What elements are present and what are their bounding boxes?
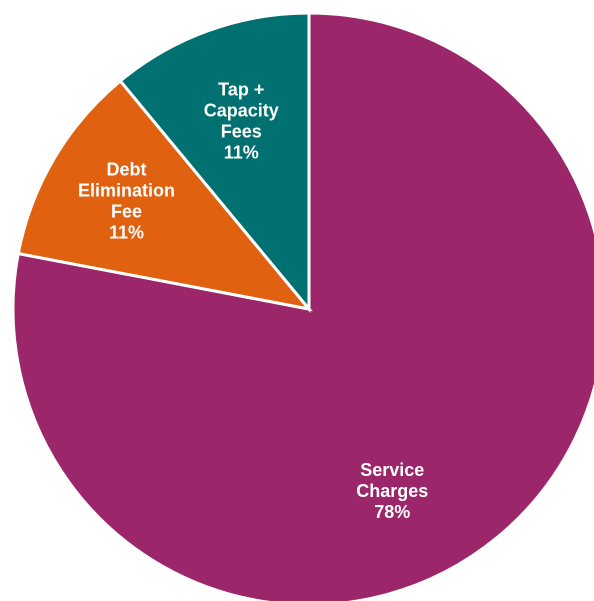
pie-label-value-tap: 11% xyxy=(224,142,259,162)
pie-label-value-debt: 11% xyxy=(109,223,144,243)
pie-label-text-service: Charges xyxy=(356,481,428,501)
pie-slice-tap xyxy=(118,11,311,314)
pie-slices xyxy=(11,11,594,601)
pie-slice-service xyxy=(11,11,594,601)
pie-label-text-tap: Capacity xyxy=(204,100,279,120)
pie-label-text-service: Service xyxy=(360,460,424,480)
pie-label-text-debt: Elimination xyxy=(78,181,175,201)
pie-label-text-debt: Debt xyxy=(107,160,147,180)
pie-labels: ServiceCharges78%DebtEliminationFee11%Ta… xyxy=(78,79,428,522)
pie-label-value-service: 78% xyxy=(374,502,410,522)
pie-label-text-tap: Tap + xyxy=(218,79,264,99)
pie-slice-debt xyxy=(16,78,313,312)
pie-label-text-tap: Fees xyxy=(221,121,262,141)
pie-label-text-debt: Fee xyxy=(111,202,142,222)
